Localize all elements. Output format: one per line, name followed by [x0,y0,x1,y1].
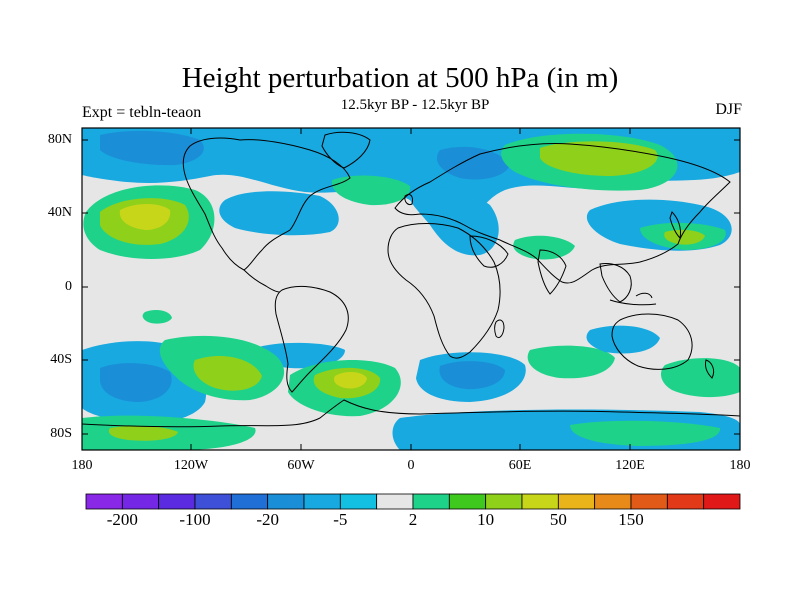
colorbar-label-5: 10 [477,510,495,529]
coast-japan [669,211,681,240]
contour-green-far-south-east [570,420,721,446]
colorbar-swatch-14 [594,493,632,510]
contour-orange-south-mid [334,372,367,389]
coast-arabia [469,235,509,268]
colorbar-label-0: -200 [106,510,138,529]
contour-blue-europe [408,186,499,256]
colorbar-swatch-11 [485,493,523,510]
coast-southeast-asia [599,263,632,303]
colorbar-swatch-6 [303,493,341,510]
lat-label-40s: 40S [50,352,72,367]
colorbar-swatch-17 [703,493,741,510]
plot-subtitle: 12.5kyr BP - 12.5kyr BP [340,97,490,113]
colorbar-label-1: -100 [179,510,211,529]
lon-label-180-west: 180 [71,458,93,473]
colorbar-swatch-13 [557,493,596,510]
colorbar-swatch-12 [521,493,559,510]
contour-deepblue-south-pacific [100,363,172,402]
coast-greenland [321,131,371,169]
coast-antarctica [82,399,740,428]
experiment-label: Expt = tebln-teaon [82,104,202,121]
coast-south-america [274,285,349,393]
colorbar-label-3: -5 [333,510,348,529]
lat-label-80n: 80N [47,132,72,147]
lon-label-0: 0 [407,458,415,473]
contour-lime-wpacific [664,229,705,245]
contour-deepblue-siberia [436,146,510,180]
coast-australia [611,313,693,370]
colorbar-swatch-15 [630,493,668,510]
colorbar-swatch-2 [158,493,196,510]
colorbar-swatch-16 [666,493,705,510]
contour-deepblue-arctic [100,130,204,166]
coast-north-america [182,137,351,271]
colorbar-swatch-1 [121,493,160,510]
plot-title: Height perturbation at 500 hPa (in m) [181,62,619,94]
tick-marks [82,128,740,450]
colorbar-swatch-9 [412,493,450,510]
contour-lime-south-atlantic [193,355,262,391]
coast-new-zealand [705,359,715,379]
lon-label-120e: 120E [615,458,645,473]
colorbar-swatch-4 [230,493,269,510]
lon-label-180-east: 180 [729,458,751,473]
coast-eurasia [394,143,731,284]
coast-central-america [243,269,281,293]
contour-lime-far-south [108,425,178,441]
lon-label-120w: 120W [173,458,209,473]
colorbar-swatch-8 [376,493,414,510]
lat-label-40n: 40N [47,205,72,220]
colorbar-swatch-5 [267,493,305,510]
contour-field [82,128,740,450]
contour-deepblue-indian [439,361,505,390]
contour-green-south-pacific-west [660,358,740,398]
coast-indonesia [609,292,657,306]
contour-blue-atlantic [219,191,339,236]
lon-label-60e: 60E [508,458,532,473]
coast-india [537,249,567,295]
season-label: DJF [715,101,742,118]
lat-label-80s: 80S [50,426,72,441]
contour-green-south-indian [527,345,615,379]
coast-britain [404,193,413,205]
lat-label-0: 0 [65,279,72,294]
coast-africa [387,223,501,359]
contour-orange-npacific [119,204,171,230]
colorbar-swatch-10 [448,493,487,510]
coast-madagascar [494,319,505,339]
colorbar-label-7: 150 [618,510,644,529]
contour-green-atlantic [331,175,411,206]
colorbar-swatch-7 [339,493,378,510]
contour-blue-south-australia [586,325,660,354]
lon-label-60w: 60W [287,458,315,473]
colorbar-label-6: 50 [549,510,567,529]
coastlines [82,131,740,428]
colorbar-swatch-3 [194,493,232,510]
colorbar [85,493,741,510]
colorbar-label-2: -20 [256,510,279,529]
colorbar-swatch-0 [85,493,123,510]
colorbar-label-4: 2 [408,510,418,529]
contour-green-tropic-west [142,310,172,324]
